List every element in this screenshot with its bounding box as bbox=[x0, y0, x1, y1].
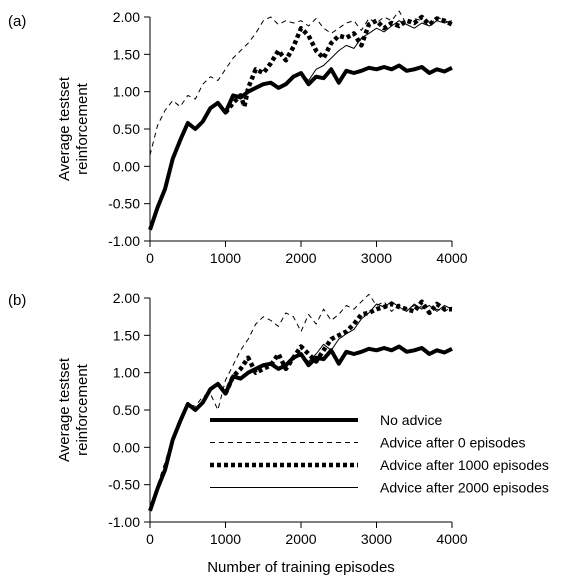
legend-label: Advice after 2000 episodes bbox=[380, 480, 549, 496]
y-tick-label: 0.50 bbox=[113, 402, 140, 418]
y-axis-label: Average testsetreinforcement bbox=[56, 76, 91, 181]
x-tick-label: 3000 bbox=[361, 250, 392, 266]
series-line-no-advice bbox=[148, 63, 453, 231]
panel-label: (b) bbox=[8, 292, 26, 309]
y-tick-label: 0.00 bbox=[113, 439, 140, 455]
x-tick-label: 2000 bbox=[285, 531, 316, 547]
y-axis-label-line: reinforcement bbox=[74, 363, 91, 456]
y-tick-label: -0.50 bbox=[108, 196, 140, 212]
x-axis-label: Number of training episodes bbox=[207, 559, 395, 576]
series-line-advice-after-1000-episodes bbox=[223, 299, 452, 395]
chart-panel-a: (a) -1.00 -0.50 0.00 0.50 1.00 1.50 2.00 0 1000 20… bbox=[8, 9, 468, 266]
x-tick-label: 4000 bbox=[436, 531, 467, 547]
x-tick-label: 1000 bbox=[210, 250, 241, 266]
y-tick-label: 2.00 bbox=[113, 9, 140, 25]
y-tick-label: 0.00 bbox=[113, 158, 140, 174]
y-tick-label: 1.50 bbox=[113, 46, 140, 62]
y-tick-label: -0.50 bbox=[108, 477, 140, 493]
y-axis-label-line: Average testset bbox=[56, 357, 73, 462]
x-tick-label: 0 bbox=[146, 250, 154, 266]
y-tick-label: 1.50 bbox=[113, 327, 140, 343]
series-line-advice-after-0-episodes bbox=[149, 10, 453, 156]
x-tick-label: 2000 bbox=[285, 250, 316, 266]
legend: No advice Advice after 0 episodes Advice a… bbox=[210, 412, 549, 496]
x-tick-label: 3000 bbox=[361, 531, 392, 547]
series-line-advice-after-0-episodes bbox=[149, 293, 453, 511]
y-tick-label: -1.00 bbox=[108, 233, 140, 249]
y-tick-label: -1.00 bbox=[108, 514, 140, 530]
y-tick-label: 1.00 bbox=[113, 84, 140, 100]
y-tick-label: 2.00 bbox=[113, 290, 140, 306]
legend-label: No advice bbox=[380, 412, 442, 428]
x-tick-label: 1000 bbox=[210, 531, 241, 547]
y-tick-label: 0.50 bbox=[113, 121, 140, 137]
y-axis-label-line: Average testset bbox=[56, 76, 73, 181]
x-tick-label: 4000 bbox=[436, 250, 467, 266]
series-line-advice-after-2000-episodes bbox=[300, 20, 453, 81]
y-axis-label-line: reinforcement bbox=[74, 82, 91, 175]
y-axis-label: Average testsetreinforcement bbox=[56, 357, 91, 462]
chart-panel-b: (b) -1.00 -0.50 0.00 0.50 1.00 1.50 2.00 0 1000 20… bbox=[8, 290, 549, 576]
legend-label: Advice after 0 episodes bbox=[380, 435, 526, 451]
series-line-advice-after-1000-episodes bbox=[223, 14, 454, 114]
x-tick-label: 0 bbox=[146, 531, 154, 547]
panel-label: (a) bbox=[8, 13, 26, 30]
y-tick-label: 1.00 bbox=[113, 365, 140, 381]
legend-label: Advice after 1000 episodes bbox=[380, 457, 549, 473]
series-line-advice-after-2000-episodes bbox=[300, 301, 453, 362]
